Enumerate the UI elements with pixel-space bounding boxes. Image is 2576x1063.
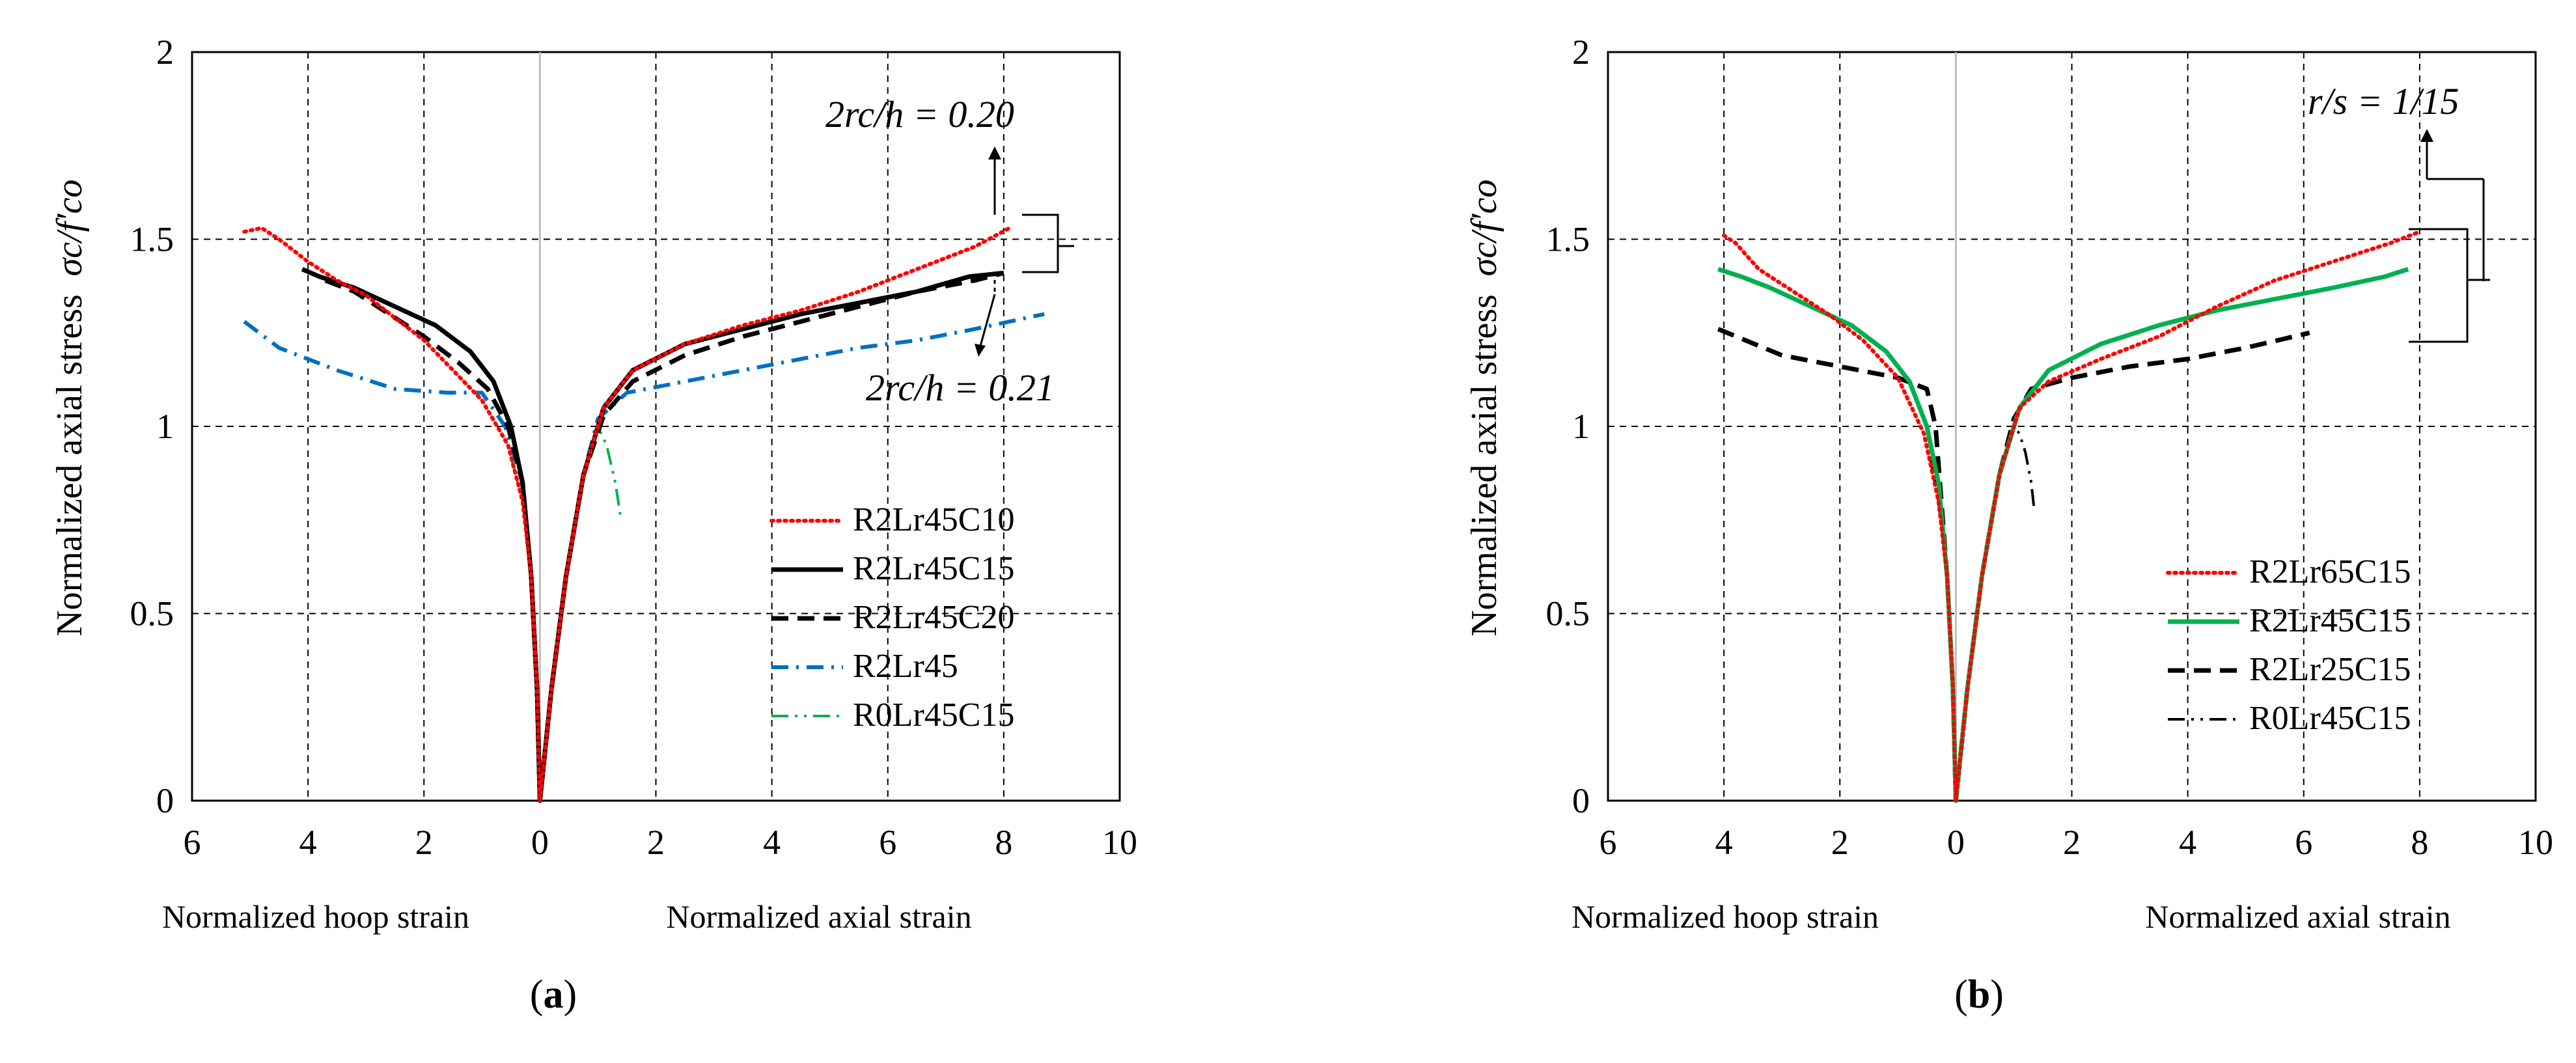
x-tick-label: 10 — [2518, 823, 2553, 862]
y-tick-label: 1.5 — [1546, 220, 1590, 259]
legend-label: R0Lr45C15 — [2249, 700, 2411, 737]
annotation-top: r/s = 1/15 — [2308, 80, 2459, 122]
x-label-hoop: Normalized hoop strain — [1572, 898, 1879, 935]
legend-item: R2Lr25C15 — [2168, 651, 2411, 688]
legend-item: R2Lr45C20 — [771, 599, 1014, 636]
chart-panel-a: 0 0.5 1 1.5 2 6 4 2 0 2 4 6 8 10 Normalized hoop str… — [49, 33, 1137, 1017]
legend-label: R2Lr45C15 — [2249, 602, 2411, 639]
y-tick-label: 0.5 — [130, 594, 174, 633]
x-tick-labels: 6 4 2 0 2 4 6 8 10 — [184, 823, 1138, 862]
series-line-R2Lr45C20 — [324, 270, 1004, 803]
x-tick-label: 2 — [1831, 823, 1849, 862]
x-tick-label: 6 — [1600, 823, 1617, 862]
legend-item: R2Lr45C10 — [769, 501, 1014, 538]
x-tick-label: 6 — [879, 823, 896, 862]
x-tick-label: 2 — [2063, 823, 2081, 862]
annotation-bracket — [975, 146, 1074, 357]
x-tick-label: 2 — [647, 823, 665, 862]
legend-label: R2Lr25C15 — [2249, 651, 2411, 688]
legend-label: R0Lr45C15 — [853, 697, 1014, 734]
legend-label: R2Lr45 — [853, 648, 958, 685]
x-tick-label: 2 — [415, 823, 433, 862]
x-tick-label: 0 — [531, 823, 549, 862]
y-tick-label: 2 — [1572, 33, 1590, 72]
series-line-R2Lr45C15 — [1717, 267, 2409, 803]
series-line-R0Lr45C15 — [1928, 425, 2036, 802]
x-tick-label: 4 — [763, 823, 781, 862]
legend-label: R2Lr65C15 — [2249, 553, 2411, 590]
x-tick-label: 4 — [299, 823, 317, 862]
x-label-hoop: Normalized hoop strain — [162, 898, 469, 935]
legend-item: R2Lr65C15 — [2166, 553, 2411, 590]
y-tick-label: 0 — [1572, 781, 1590, 820]
x-tick-label: 8 — [2411, 823, 2428, 862]
x-tick-label: 6 — [2295, 823, 2312, 862]
legend-label: R2Lr45C15 — [853, 550, 1014, 587]
x-label-axial: Normalized axial strain — [666, 898, 971, 935]
series-line-R2Lr25C15 — [1717, 327, 2310, 803]
x-tick-label: 0 — [1947, 823, 1965, 862]
x-tick-label: 4 — [2179, 823, 2196, 862]
x-tick-label: 8 — [995, 823, 1012, 862]
series-line-R2Lr45C10 — [242, 226, 1012, 803]
y-tick-label: 0 — [156, 781, 174, 820]
legend-label: R2Lr45C10 — [853, 501, 1014, 538]
series-lines — [1717, 230, 2422, 803]
panel-label-b: (b) — [1954, 973, 2004, 1017]
y-axis-label: Normalized axial stress σc/f′co — [1464, 180, 1504, 637]
legend: R2Lr65C15 R2Lr45C15 R2Lr25C15 R0Lr45C15 — [2166, 553, 2411, 737]
legend-item: R2Lr45C15 — [771, 550, 1014, 587]
x-tick-label: 6 — [184, 823, 201, 862]
y-axis-label: Normalized axial stress σc/f′co — [49, 180, 90, 637]
y-tick-label: 1 — [156, 407, 174, 446]
chart-panel-b: 0 0.5 1 1.5 2 6 4 2 0 2 4 6 8 10 Normalized hoop str… — [1464, 33, 2553, 1017]
y-label-text: Normalized axial stress — [49, 294, 90, 637]
series-lines — [242, 226, 1045, 803]
y-tick-label: 0.5 — [1546, 594, 1590, 633]
y-tick-labels: 0 0.5 1 1.5 2 — [130, 33, 174, 820]
x-tick-label: 10 — [1102, 823, 1137, 862]
x-label-axial: Normalized axial strain — [2145, 898, 2450, 935]
y-tick-labels: 0 0.5 1 1.5 2 — [1546, 33, 1590, 820]
annotation-bracket — [2409, 129, 2490, 343]
legend-item: R0Lr45C15 — [2168, 700, 2411, 737]
x-tick-labels: 6 4 2 0 2 4 6 8 10 — [1600, 823, 2554, 862]
y-tick-label: 1.5 — [130, 220, 174, 259]
gridlines — [1608, 52, 2536, 801]
y-tick-label: 2 — [156, 33, 174, 72]
gridlines — [192, 52, 1120, 801]
y-tick-label: 1 — [1572, 407, 1590, 446]
x-tick-label: 4 — [1715, 823, 1733, 862]
panel-label-a: (a) — [530, 973, 577, 1017]
y-label-text: Normalized axial stress — [1464, 294, 1504, 637]
legend-item: R2Lr45 — [771, 648, 958, 685]
annotation-bottom: 2rc/h = 0.21 — [866, 366, 1055, 409]
legend-item: R2Lr45C15 — [2168, 602, 2411, 639]
legend-label: R2Lr45C20 — [853, 599, 1014, 636]
y-label-math: σc/f′co — [49, 180, 90, 277]
annotation-top: 2rc/h = 0.20 — [825, 93, 1014, 135]
series-line-R2Lr65C15 — [1722, 230, 2422, 803]
y-label-math: σc/f′co — [1464, 180, 1504, 277]
legend: R2Lr45C10 R2Lr45C15 R2Lr45C20 R2Lr45 R0Lr45C… — [769, 501, 1014, 734]
legend-item: R0Lr45C15 — [771, 697, 1014, 734]
